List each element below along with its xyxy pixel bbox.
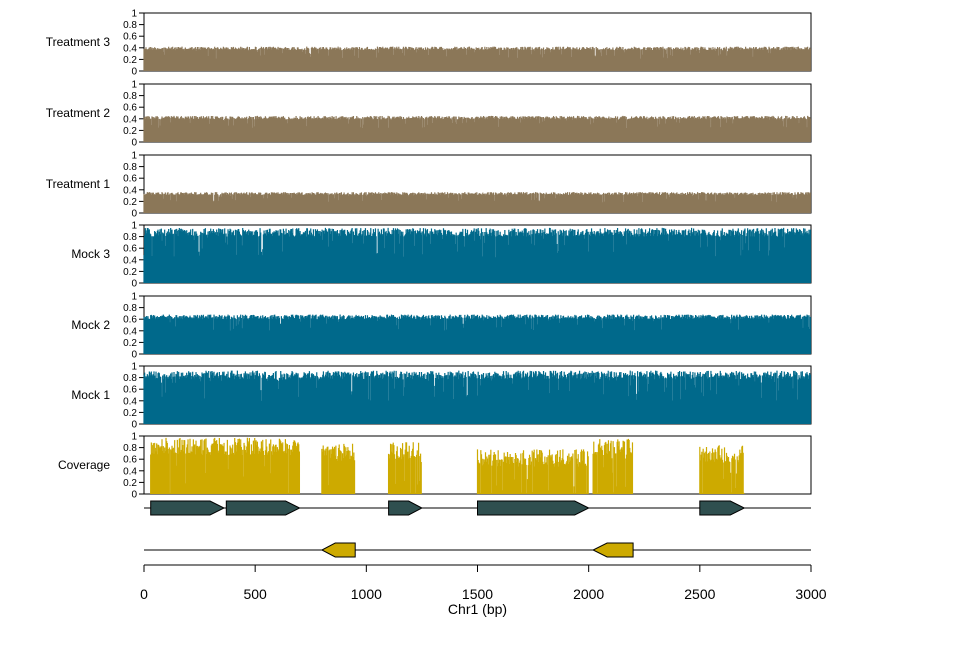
x-tick-label: 1000 [351, 586, 382, 602]
mock-3-label: Mock 3 [71, 247, 110, 261]
coverage-region-5 [592, 438, 634, 494]
x-axis-title: Chr1 (bp) [448, 601, 507, 617]
y-tick-label: 0 [131, 67, 137, 78]
coverage-panel: 00.20.40.60.81 Coverage [58, 432, 812, 501]
y-tick-label: 0.8 [123, 232, 137, 243]
treatment-3-label: Treatment 3 [46, 35, 111, 49]
reverse-genes [144, 542, 811, 558]
y-tick-label: 0.6 [123, 32, 137, 43]
mock-2-label: Mock 2 [71, 318, 110, 332]
forward-genes-gene-2 [225, 500, 301, 516]
y-tick-label: 1 [131, 151, 137, 162]
coverage-region-3 [387, 442, 422, 494]
y-tick-label: 0.6 [123, 244, 137, 255]
mock-3-panel: 00.20.40.60.81 Mock 3 [71, 221, 812, 290]
treatment-1-signal [143, 192, 811, 213]
coverage-region-6 [699, 445, 745, 494]
y-tick-label: 1 [131, 80, 137, 91]
coverage-region-2 [321, 443, 356, 494]
y-tick-label: 0.2 [123, 267, 137, 278]
y-tick-label: 0.4 [123, 466, 137, 477]
x-tick-label: 1500 [462, 586, 493, 602]
mock-1-label: Mock 1 [71, 388, 110, 402]
forward-genes-gene-5 [699, 500, 746, 516]
x-tick-label: 3000 [795, 586, 826, 602]
y-tick-label: 0 [131, 420, 137, 431]
y-tick-label: 0.6 [123, 103, 137, 114]
y-tick-label: 0.8 [123, 303, 137, 314]
y-tick-label: 0.2 [123, 408, 137, 419]
reverse-genes-gene-1 [320, 542, 356, 558]
treatment-3-panel: 00.20.40.60.81 Treatment 3 [46, 9, 812, 78]
forward-genes-gene-4 [477, 500, 590, 516]
treatment-1-panel: 00.20.40.60.81 Treatment 1 [46, 151, 812, 220]
y-tick-label: 1 [131, 362, 137, 373]
treatment-2-panel: 00.20.40.60.81 Treatment 2 [46, 80, 812, 149]
coverage-region-4 [476, 449, 589, 494]
y-tick-label: 0.6 [123, 174, 137, 185]
y-tick-label: 0.8 [123, 162, 137, 173]
mock-3-signal [143, 227, 811, 283]
y-tick-label: 0.6 [123, 385, 137, 396]
y-tick-label: 0.4 [123, 43, 137, 54]
y-tick-label: 0.8 [123, 91, 137, 102]
y-tick-label: 0.4 [123, 185, 137, 196]
mock-2-panel: 00.20.40.60.81 Mock 2 [71, 292, 812, 361]
y-tick-label: 0.2 [123, 126, 137, 137]
forward-genes-gene-1 [150, 500, 226, 516]
y-tick-label: 1 [131, 9, 137, 20]
y-tick-label: 0.2 [123, 338, 137, 349]
mock-1-panel: 00.20.40.60.81 Mock 1 [71, 362, 812, 431]
y-tick-label: 0 [131, 138, 137, 149]
y-tick-label: 0.2 [123, 478, 137, 489]
y-tick-label: 0.2 [123, 55, 137, 66]
x-tick-label: 2000 [573, 586, 604, 602]
coverage-region-1 [150, 437, 301, 494]
y-tick-label: 0 [131, 209, 137, 220]
mock-2-signal [143, 314, 811, 354]
treatment-2-label: Treatment 2 [46, 106, 111, 120]
x-tick-label: 0 [140, 586, 148, 602]
mock-1-signal [143, 370, 811, 424]
y-tick-label: 0.4 [123, 326, 137, 337]
y-tick-label: 0.2 [123, 197, 137, 208]
treatment-2-signal [143, 115, 811, 142]
forward-genes-gene-3 [388, 500, 423, 516]
y-tick-label: 0.8 [123, 373, 137, 384]
y-tick-label: 1 [131, 432, 137, 443]
y-tick-label: 0.4 [123, 114, 137, 125]
y-tick-label: 0.6 [123, 455, 137, 466]
x-tick-label: 2500 [684, 586, 715, 602]
x-axis: 0 500 1000 1500 2000 2500 3000 Chr1 (bp) [140, 564, 827, 617]
y-tick-label: 0.4 [123, 396, 137, 407]
x-tick-label: 500 [243, 586, 267, 602]
y-tick-label: 0 [131, 490, 137, 501]
forward-genes [144, 500, 811, 516]
y-tick-label: 0.4 [123, 255, 137, 266]
y-tick-label: 0.8 [123, 20, 137, 31]
y-tick-label: 1 [131, 292, 137, 303]
y-tick-label: 1 [131, 221, 137, 232]
reverse-genes-gene-2 [591, 542, 634, 558]
coverage-label: Coverage [58, 458, 110, 472]
treatment-1-label: Treatment 1 [46, 177, 111, 191]
y-tick-label: 0 [131, 279, 137, 290]
y-tick-label: 0.8 [123, 443, 137, 454]
y-tick-label: 0 [131, 350, 137, 361]
treatment-3-signal [143, 46, 811, 71]
y-tick-label: 0.6 [123, 315, 137, 326]
